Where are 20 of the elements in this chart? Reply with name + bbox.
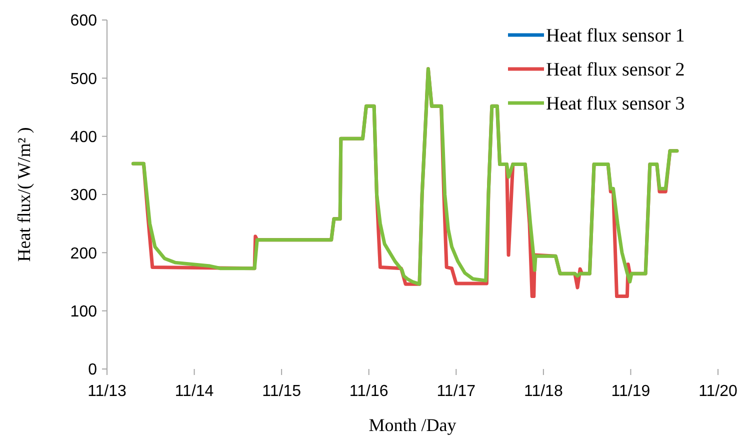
x-tick-label: 11/20 [698,383,738,400]
y-tick-label: 200 [70,245,98,262]
x-tick-label: 11/13 [88,383,127,400]
x-tick-label: 11/18 [524,383,563,400]
y-axis-title: Heat flux/( W/m² ) [14,127,34,262]
y-tick-label: 300 [70,187,98,204]
x-tick-label: 11/19 [611,383,650,400]
x-tick-label: 11/17 [436,383,476,400]
legend-label: Heat flux sensor 1 [546,26,685,47]
legend-label: Heat flux sensor 3 [546,94,685,115]
y-tick-label: 0 [88,362,98,379]
y-tick-label: 100 [70,303,98,320]
x-tick-label: 11/15 [262,383,302,400]
y-tick-label: 600 [70,12,98,30]
y-tick-label: 500 [70,70,98,88]
y-tick-label: 400 [70,128,98,146]
legend-label: Heat flux sensor 2 [546,60,685,81]
x-tick-label: 11/16 [349,383,388,400]
x-axis-title: Month /Day [368,415,456,435]
x-tick-label: 11/14 [174,383,214,400]
